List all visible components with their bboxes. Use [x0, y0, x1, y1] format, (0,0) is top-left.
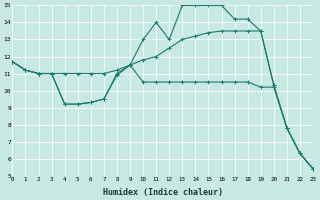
X-axis label: Humidex (Indice chaleur): Humidex (Indice chaleur): [103, 188, 223, 197]
